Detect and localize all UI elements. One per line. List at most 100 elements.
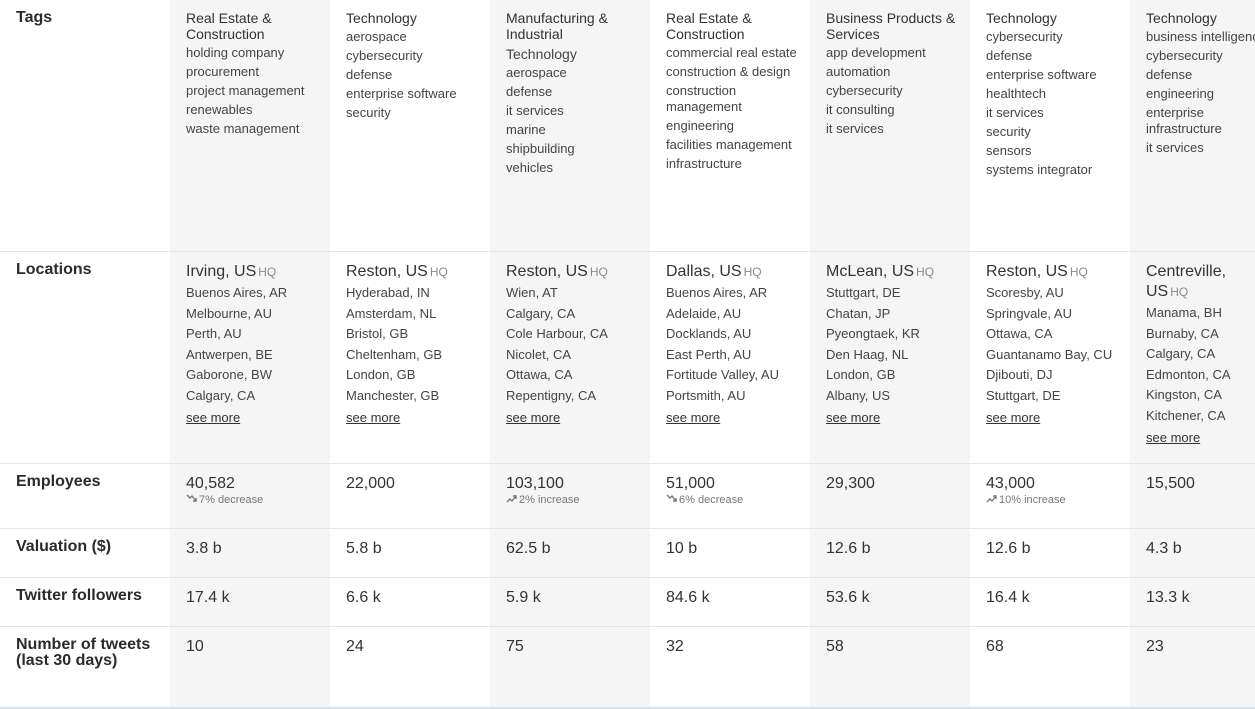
company-7-tags: Technology business intelligence cyberse… <box>1130 0 1255 251</box>
twitter-followers-value: 6.6 k <box>346 589 381 606</box>
location-item: Wien, AT <box>506 285 558 300</box>
tweets-value: 23 <box>1146 638 1164 655</box>
company-2-twitter: 6.6 k <box>330 578 490 626</box>
twitter-followers-label: Twitter followers <box>16 587 142 604</box>
hq-badge: HQ <box>743 265 762 279</box>
location-item: Burnaby, CA <box>1146 325 1219 341</box>
location-item: Chatan, JP <box>826 305 891 321</box>
company-2-locations: Reston, US HQ Hyderabad, IN Amsterdam, NL… <box>330 252 490 463</box>
tag-item: defense <box>986 48 1033 63</box>
sector-label: Technology <box>346 10 417 26</box>
tag-item: marine <box>506 122 546 137</box>
location-item: Kitchener, CA <box>1146 407 1226 423</box>
location-item: Calgary, CA <box>506 305 576 321</box>
location-item: Manchester, GB <box>346 387 440 403</box>
tag-item: construction management <box>666 83 742 114</box>
locations-row: Locations Irving, US HQ Buenos Aires, AR … <box>0 252 1255 464</box>
company-6-employees: 43,000 10% increase <box>970 464 1130 528</box>
tag-item: defense <box>346 67 393 82</box>
twitter-followers-value: 53.6 k <box>826 589 870 606</box>
tag-item: procurement <box>186 64 259 79</box>
employees-value: 40,582 <box>186 475 235 492</box>
twitter-followers-value: 16.4 k <box>986 589 1030 606</box>
employees-value: 51,000 <box>666 475 715 492</box>
company-4-twitter: 84.6 k <box>650 578 810 626</box>
location-item: Buenos Aires, AR <box>666 285 768 300</box>
company-6-twitter: 16.4 k <box>970 578 1130 626</box>
trend-text: 6% decrease <box>679 494 744 506</box>
company-1-tweets: 10 <box>170 627 330 707</box>
employees-value: 103,100 <box>506 475 564 492</box>
location-item: Cheltenham, GB <box>346 346 443 362</box>
sector-label: Real Estate & Construction <box>666 10 752 42</box>
company-5-valuation: 12.6 b <box>810 529 970 577</box>
company-7-employees: 15,500 <box>1130 464 1255 528</box>
location-item: Kingston, CA <box>1146 387 1222 402</box>
location-item: Scoresby, AU <box>986 285 1064 300</box>
trend-text: 2% increase <box>519 494 580 506</box>
tag-item: it services <box>826 121 884 136</box>
tag-item: construction & design <box>666 64 791 79</box>
hq-badge: HQ <box>429 265 448 279</box>
see-more-link[interactable]: see more <box>346 410 401 425</box>
location-item: Albany, US <box>826 387 891 403</box>
valuation-value: 3.8 b <box>186 540 222 557</box>
tag-item: holding company <box>186 45 285 60</box>
hq-city: Reston, US <box>346 263 428 280</box>
company-4-locations: Dallas, US HQ Buenos Aires, AR Adelaide, … <box>650 252 810 463</box>
tag-item: facilities management <box>666 137 792 152</box>
see-more-link[interactable]: see more <box>666 410 721 425</box>
location-item: Gaborone, BW <box>186 367 272 382</box>
company-2-employees: 22,000 <box>330 464 490 528</box>
company-2-valuation: 5.8 b <box>330 529 490 577</box>
company-4-valuation: 10 b <box>650 529 810 577</box>
twitter-followers-row: Twitter followers 17.4 k 6.6 k 5.9 k 84.… <box>0 578 1255 627</box>
location-item: Amsterdam, NL <box>346 305 437 321</box>
see-more-link[interactable]: see more <box>1146 430 1201 445</box>
hq-city: Reston, US <box>506 263 588 280</box>
tag-item: engineering <box>1146 86 1214 101</box>
tag-item: business intelligence <box>1146 29 1255 44</box>
hq-location: McLean, US HQ <box>826 262 962 282</box>
tag-item: waste management <box>186 121 300 136</box>
company-1-tags: Real Estate & Construction holding compa… <box>170 0 330 251</box>
see-more-link[interactable]: see more <box>506 410 561 425</box>
hq-city: Reston, US <box>986 263 1068 280</box>
company-4-employees: 51,000 6% decrease <box>650 464 810 528</box>
employees-row: Employees 40,582 7% decrease 22,000 103,… <box>0 464 1255 529</box>
valuation-value: 5.8 b <box>346 540 382 557</box>
valuation-value: 12.6 b <box>826 540 871 557</box>
tag-item: aerospace <box>506 65 567 80</box>
location-item: Guantanamo Bay, CU <box>986 346 1113 362</box>
tag-item: shipbuilding <box>506 141 575 156</box>
company-3-valuation: 62.5 b <box>490 529 650 577</box>
tag-item: renewables <box>186 102 253 117</box>
company-4-tweets: 32 <box>650 627 810 707</box>
valuation-value: 4.3 b <box>1146 540 1182 557</box>
location-item: Djibouti, DJ <box>986 367 1053 382</box>
location-item: East Perth, AU <box>666 346 752 362</box>
tag-item: sensors <box>986 143 1032 158</box>
tag-item: Technology <box>506 46 577 62</box>
employees-value: 15,500 <box>1146 475 1195 492</box>
sector-label: Technology <box>986 10 1057 26</box>
location-item: Docklands, AU <box>666 326 752 341</box>
tag-item: enterprise software <box>346 86 457 101</box>
employees-value: 29,300 <box>826 475 875 492</box>
twitter-followers-value: 13.3 k <box>1146 589 1190 606</box>
company-3-locations: Reston, US HQ Wien, AT Calgary, CA Cole H… <box>490 252 650 463</box>
company-3-tweets: 75 <box>490 627 650 707</box>
twitter-followers-value: 5.9 k <box>506 589 541 606</box>
trend-text: 10% increase <box>999 494 1066 506</box>
see-more-link[interactable]: see more <box>826 410 881 425</box>
see-more-link[interactable]: see more <box>986 410 1041 425</box>
see-more-link[interactable]: see more <box>186 410 241 425</box>
tag-item: it consulting <box>826 102 895 117</box>
location-item: Perth, AU <box>186 326 242 341</box>
hq-location: Reston, US HQ <box>506 262 642 282</box>
hq-location: Centreville, US HQ <box>1146 262 1255 302</box>
company-1-twitter: 17.4 k <box>170 578 330 626</box>
hq-location: Irving, US HQ <box>186 262 322 282</box>
sector-label: Technology <box>1146 10 1217 26</box>
